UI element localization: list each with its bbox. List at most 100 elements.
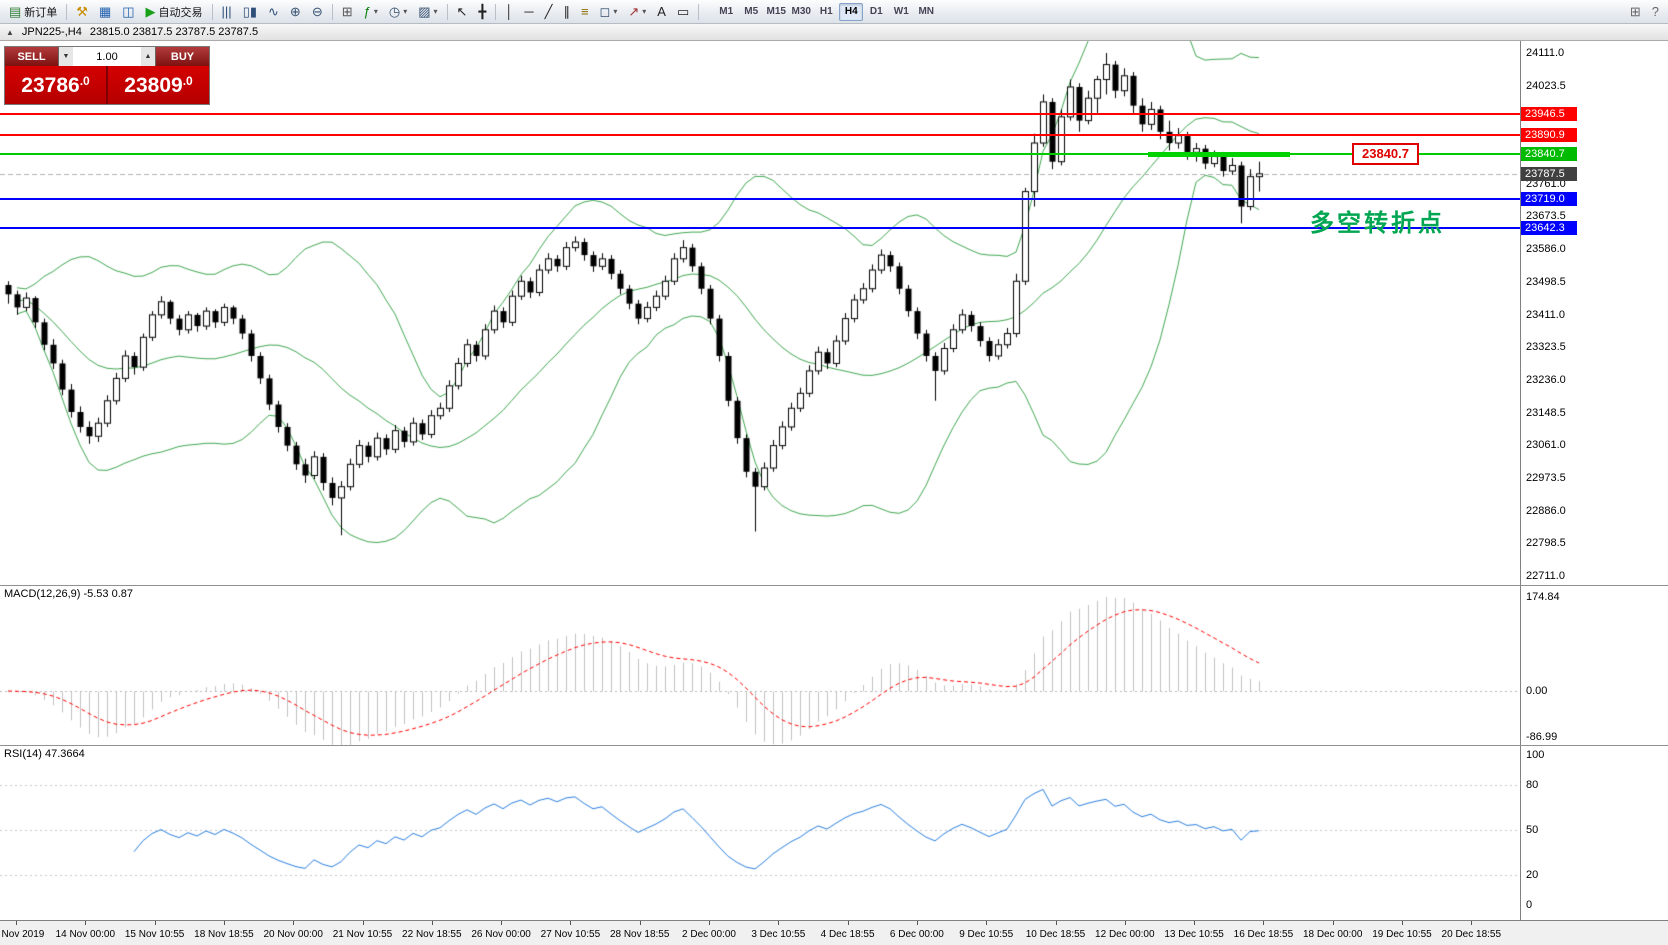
play-icon: ▶ xyxy=(145,4,156,19)
horizontal-line-button[interactable]: ─ xyxy=(519,2,538,22)
timeframe-mn-button[interactable]: MN xyxy=(914,3,938,21)
volume-decrease-button[interactable] xyxy=(59,47,73,66)
toolbar-separator xyxy=(698,3,700,20)
panel-splitter[interactable] xyxy=(0,585,1668,586)
help-icon: ? xyxy=(1651,4,1659,19)
text-label-button[interactable]: ▭ xyxy=(672,2,694,22)
workspace-button[interactable]: ⊞ xyxy=(1625,2,1646,22)
time-axis-label: 3 Dec 10:55 xyxy=(751,929,806,940)
time-axis-tick xyxy=(1402,921,1403,925)
label-icon: ▭ xyxy=(676,4,690,19)
zoom-out-button[interactable]: ⊖ xyxy=(307,2,328,22)
market-watch-icon: ▦ xyxy=(98,4,112,19)
rsi-axis-label: 100 xyxy=(1526,749,1545,761)
timeframe-w1-button[interactable]: W1 xyxy=(889,3,913,21)
tile-windows-button[interactable]: ⊞ xyxy=(337,2,358,22)
price-axis[interactable]: 24111.0 24023.5 23761.0 23673.5 23586.0 23498… xyxy=(1520,41,1668,920)
vertical-line-button[interactable]: │ xyxy=(500,2,518,22)
help-button[interactable]: ? xyxy=(1647,2,1664,22)
timeframe-m30-button[interactable]: M30 xyxy=(789,3,813,21)
autotrading-button[interactable]: ▶ 自动交易 xyxy=(141,2,208,22)
horizontal-line-23946-5[interactable] xyxy=(0,113,1520,116)
horizontal-line-23719-0[interactable] xyxy=(0,198,1520,201)
horizontal-line-icon: ─ xyxy=(524,4,534,19)
shapes-button[interactable]: ◻ ▾ xyxy=(595,2,623,22)
timeframe-m15-button[interactable]: M15 xyxy=(764,3,788,21)
zoom-in-button[interactable]: ⊕ xyxy=(285,2,306,22)
buy-price[interactable]: 23809 .0 xyxy=(108,66,209,104)
price-axis-label: 22798.5 xyxy=(1526,537,1566,550)
macd-title: MACD(12,26,9) -5.53 0.87 xyxy=(4,588,134,600)
trendline-button[interactable]: ╱ xyxy=(540,2,558,22)
time-axis-label: 26 Nov 00:00 xyxy=(471,929,531,940)
text-annotation[interactable]: 多空转折点 xyxy=(1310,210,1445,238)
buy-button[interactable]: BUY xyxy=(155,47,209,66)
price-axis-label: 23498.5 xyxy=(1526,275,1566,288)
crosshair-button[interactable]: ╋ xyxy=(473,2,491,22)
timeframe-d1-button[interactable]: D1 xyxy=(864,3,888,21)
candlestick-icon: ▯▮ xyxy=(242,4,257,19)
macd-canvas[interactable] xyxy=(0,585,1520,745)
horizontal-line-23890-9[interactable] xyxy=(0,134,1520,137)
chevron-down-icon: ▾ xyxy=(373,7,378,16)
time-axis-tick xyxy=(85,921,87,925)
time-axis-label: 18 Dec 00:00 xyxy=(1302,929,1363,940)
candlestick-chart-button[interactable]: ▯▮ xyxy=(238,2,262,22)
text-button[interactable]: A xyxy=(652,2,671,22)
one-click-controls: SELL BUY xyxy=(5,47,209,66)
navigator-button[interactable]: ◫ xyxy=(117,2,139,22)
sell-price-main: 23786 xyxy=(21,73,80,97)
price-axis-label: 23061.0 xyxy=(1526,439,1566,452)
horizontal-line-23840-7[interactable] xyxy=(0,152,1520,155)
price-callout-label[interactable]: 23840.7 xyxy=(1352,142,1419,165)
timeframe-h4-button[interactable]: H4 xyxy=(839,2,864,21)
fibonacci-icon: ≡ xyxy=(580,4,589,19)
line-chart-button[interactable]: ∿ xyxy=(263,2,284,22)
tag-23719-0: 23719.0 xyxy=(1521,192,1577,207)
volume-control xyxy=(59,47,155,66)
time-axis[interactable]: 12 Nov 2019 14 Nov 00:00 15 Nov 10:55 18 No… xyxy=(0,920,1668,945)
trendline-thick-green[interactable] xyxy=(1148,151,1290,157)
symbol-marker-icon xyxy=(6,26,14,38)
indicators-button[interactable]: ƒ ▾ xyxy=(359,2,383,22)
cursor-icon: ↖ xyxy=(456,4,468,19)
panel-splitter[interactable] xyxy=(0,745,1668,746)
new-order-icon: ▤ xyxy=(9,4,22,19)
volume-input[interactable] xyxy=(73,47,141,66)
price-axis-label: 22711.0 xyxy=(1526,570,1565,582)
new-order-button[interactable]: ▤ 新订单 xyxy=(4,2,62,22)
chart-title-bar[interactable]: JPN225-,H4 23815.0 23817.5 23787.5 23787… xyxy=(0,24,1668,41)
one-click-trading-widget: SELL BUY 23786 .0 23809 .0 xyxy=(4,46,210,105)
tag-23946-5: 23946.5 xyxy=(1521,107,1577,122)
time-axis-label: 22 Nov 18:55 xyxy=(402,929,462,940)
timeframe-m5-button[interactable]: M5 xyxy=(739,3,763,21)
timeframe-h1-button[interactable]: H1 xyxy=(814,3,838,21)
templates-button[interactable]: ▨ ▾ xyxy=(413,2,442,22)
arrows-button[interactable]: ↗ ▾ xyxy=(623,2,651,22)
clock-icon: ◷ xyxy=(388,4,401,19)
time-axis-tick xyxy=(639,921,641,925)
current-price-tag: 23787.5 xyxy=(1521,166,1577,181)
market-watch-button[interactable]: ▦ xyxy=(94,2,116,22)
macd-axis-label: 0.00 xyxy=(1526,685,1548,697)
rsi-axis-label: 20 xyxy=(1526,869,1539,881)
time-axis-label: 20 Dec 18:55 xyxy=(1441,929,1502,940)
channel-button[interactable]: ∥ xyxy=(558,2,575,22)
cursor-button[interactable]: ↖ xyxy=(452,2,473,22)
rsi-canvas[interactable] xyxy=(0,745,1520,920)
sell-price[interactable]: 23786 .0 xyxy=(5,66,106,104)
timeframe-m1-button[interactable]: M1 xyxy=(714,3,738,21)
time-axis-label: 20 Nov 00:00 xyxy=(263,929,323,940)
fibonacci-button[interactable]: ≡ xyxy=(576,2,594,22)
price-axis-label: 23411.0 xyxy=(1526,308,1565,321)
rsi-axis-label: 80 xyxy=(1526,779,1539,791)
sell-button[interactable]: SELL xyxy=(5,47,59,66)
metaeditor-button[interactable]: ⚒ xyxy=(71,2,93,22)
periods-button[interactable]: ◷ ▾ xyxy=(384,2,412,22)
horizontal-line-23642-3[interactable] xyxy=(0,227,1520,230)
volume-increase-button[interactable] xyxy=(141,47,155,66)
time-axis-tick xyxy=(431,921,433,925)
autotrading-button-label: 自动交易 xyxy=(158,6,203,19)
main-chart-canvas[interactable] xyxy=(0,41,1520,585)
bar-chart-button[interactable]: ||| xyxy=(217,2,237,22)
